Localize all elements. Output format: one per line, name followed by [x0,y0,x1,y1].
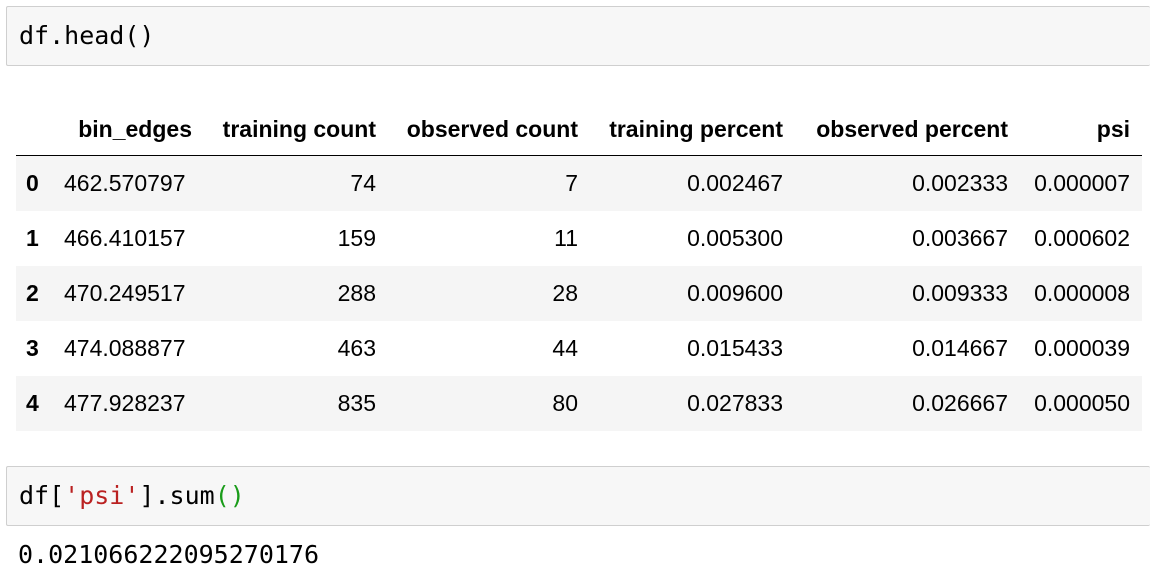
table-cell: 0.002467 [687,169,783,196]
row-index: 4 [26,389,39,416]
code-text-method: ].sum [139,481,215,510]
table-cell: 0.000050 [1034,389,1130,416]
table-row: 2 470.249517 288 28 0.009600 0.009333 0.… [16,265,1142,321]
table-cell: 0.002333 [912,169,1008,196]
row-index: 0 [26,169,39,196]
code-string-literal: 'psi' [64,481,140,510]
table-cell: 463 [337,334,376,361]
table-row: 1 466.410157 159 11 0.005300 0.003667 0.… [16,211,1142,266]
table-cell: 0.009600 [687,279,783,306]
table-cell: 80 [552,389,578,416]
row-index: 2 [26,279,39,306]
row-index: 3 [26,334,39,361]
table-cell: 0.005300 [687,224,783,251]
table-cell: 0.000007 [1034,169,1130,196]
code-cell-head[interactable]: df.head() [6,6,1150,66]
table-cell: 11 [554,224,578,251]
table-cell: 835 [337,389,376,416]
column-header: psi [1020,103,1142,156]
table-cell: 0.003667 [912,224,1008,251]
row-index: 1 [26,224,39,251]
table-cell: 466.410157 [64,224,186,251]
column-header [16,103,64,156]
column-header: observed percent [795,103,1020,156]
code-text-prefix: df[ [19,481,65,510]
column-header: training count [204,103,388,156]
table-cell: 7 [565,169,578,196]
table-cell: 0.026667 [912,389,1008,416]
table-cell: 470.249517 [64,279,186,306]
table-cell: 477.928237 [64,389,186,416]
table-cell: 0.000039 [1034,334,1130,361]
column-header: bin_edges [64,103,204,156]
table-cell: 288 [337,279,376,306]
code-text: df.head() [19,21,155,50]
table-cell: 44 [552,334,578,361]
table-row: 4 477.928237 835 80 0.027833 0.026667 0.… [16,375,1142,431]
table-cell: 159 [337,224,376,251]
code-cell-psi-sum[interactable]: df['psi'].sum() [6,466,1150,526]
table-header-row: bin_edges training count observed count … [16,103,1142,156]
table-cell: 28 [552,279,578,306]
cell-output: 0.021066222095270176 [18,540,320,569]
table-cell: 74 [350,169,376,196]
column-header: observed count [388,103,590,156]
table-cell: 0.014667 [912,334,1008,361]
table-cell: 474.088877 [64,334,186,361]
table-cell: 0.000602 [1034,224,1130,251]
table-cell: 0.015433 [687,334,783,361]
table-cell: 0.000008 [1034,279,1130,306]
table-cell: 462.570797 [64,169,186,196]
table-cell: 0.027833 [687,389,783,416]
table-row: 0 462.570797 74 7 0.002467 0.002333 0.00… [16,155,1142,211]
code-parens: () [214,481,245,510]
table-row: 3 474.088877 463 44 0.015433 0.014667 0.… [16,321,1142,376]
dataframe-table: bin_edges training count observed count … [16,103,1142,431]
table-cell: 0.009333 [912,279,1008,306]
column-header: training percent [590,103,795,156]
